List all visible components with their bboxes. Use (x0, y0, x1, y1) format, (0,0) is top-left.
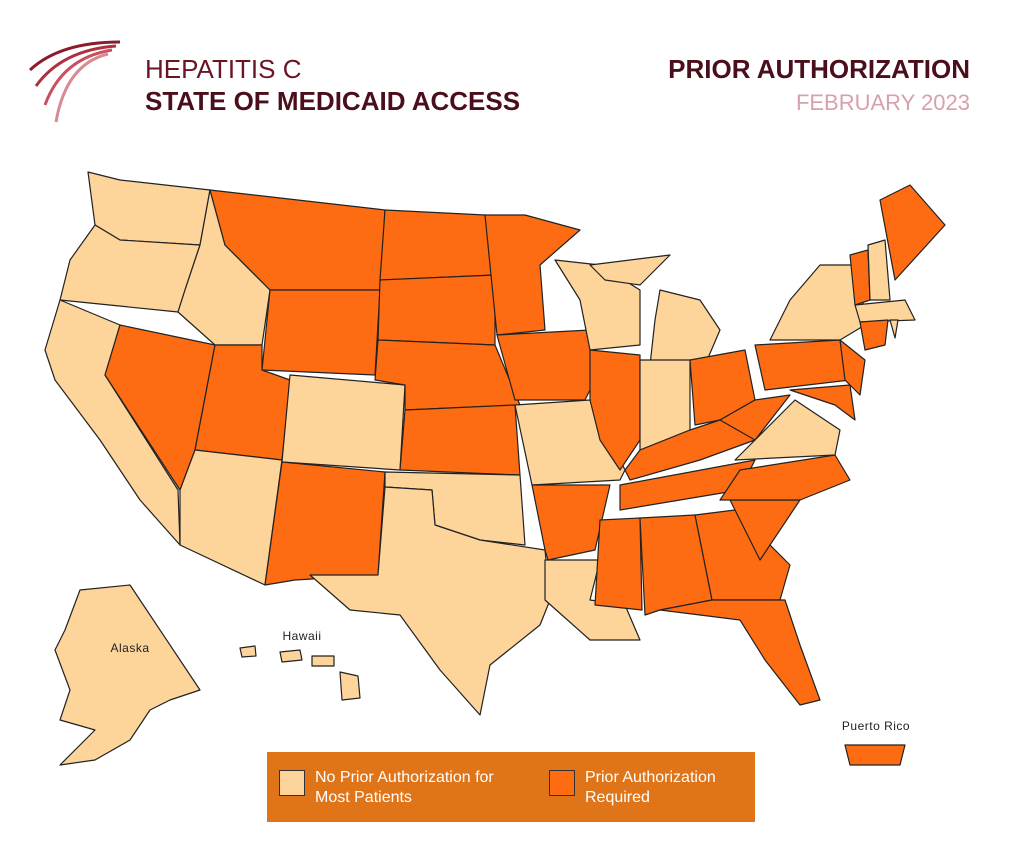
logo (28, 40, 121, 123)
map-label: Puerto Rico (842, 719, 910, 733)
state-shape (694, 509, 791, 601)
state-shape (309, 486, 551, 716)
map-label: Alaska (110, 641, 149, 655)
state-shape (844, 744, 906, 766)
state-shape (54, 584, 201, 766)
state-shape (399, 404, 521, 476)
state-shape (281, 374, 406, 471)
state-shape (264, 461, 386, 586)
state-shape (261, 289, 381, 376)
state-shape (531, 484, 611, 561)
state-shape (649, 289, 721, 366)
state-shape (179, 449, 283, 586)
state-shape (867, 239, 891, 301)
state-shape (769, 264, 866, 341)
state-shape (719, 394, 791, 441)
state-shape (379, 209, 496, 281)
state-shape (719, 454, 851, 501)
state-shape (239, 645, 257, 658)
legend-label: Prior Authorization Required (585, 769, 716, 806)
states (44, 171, 946, 766)
state-shape (859, 319, 889, 351)
legend-swatch (279, 770, 305, 796)
title-line2: STATE OF MEDICAID ACCESS (145, 86, 520, 116)
state-shape (496, 329, 601, 401)
state-shape (589, 254, 671, 286)
state-shape (734, 399, 841, 461)
state-shape (789, 384, 856, 421)
title-line1: HEPATITIS C (145, 54, 302, 84)
state-shape (854, 299, 916, 323)
state-shape (754, 339, 851, 391)
state-shape (279, 649, 303, 663)
legend-item: Prior Authorization Required (549, 768, 749, 808)
legend-swatch (549, 770, 575, 796)
legend-label: No Prior Authorization for Most Patients (315, 769, 494, 806)
date: FEBRUARY 2023 (796, 90, 970, 115)
state-shape (339, 671, 361, 701)
map-label: Hawaii (282, 629, 321, 643)
state-shape (377, 274, 496, 346)
state-shape (659, 599, 821, 706)
state-shape (879, 184, 946, 281)
legend-item: No Prior Authorization for Most Patients (279, 768, 529, 808)
state-shape (594, 517, 643, 611)
state-shape (589, 349, 641, 471)
topic: PRIOR AUTHORIZATION (668, 54, 970, 84)
state-shape (311, 655, 335, 667)
legend: No Prior Authorization for Most Patients… (267, 752, 755, 822)
state-shape (889, 319, 899, 339)
state-shape (839, 339, 866, 396)
